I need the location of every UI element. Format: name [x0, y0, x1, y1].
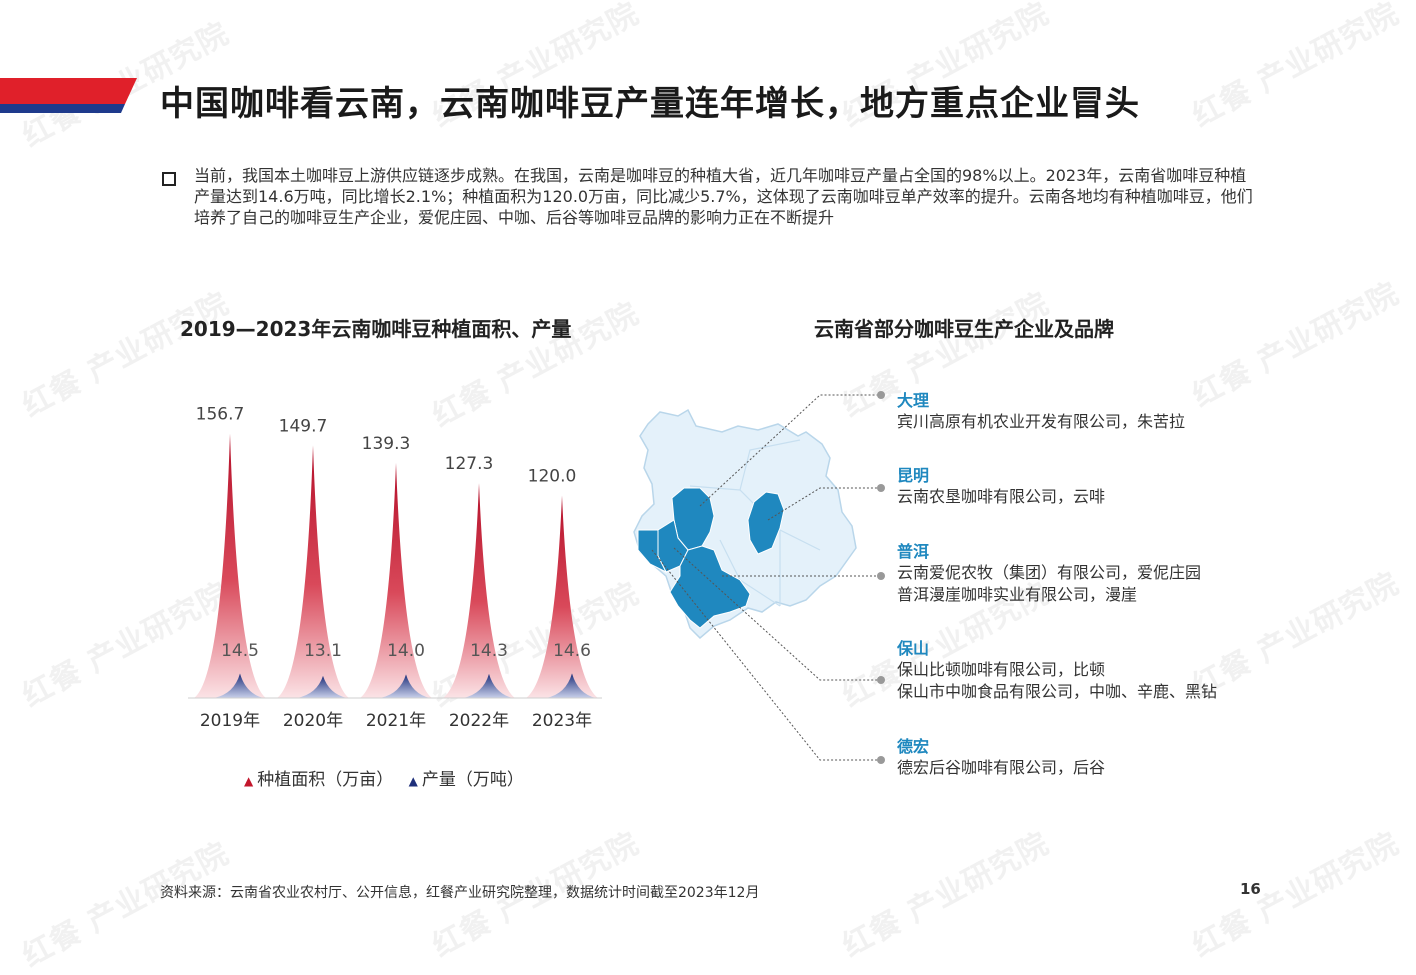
production-value-label: 13.1 — [304, 641, 342, 661]
area-value-label: 120.0 — [528, 467, 577, 487]
production-spike — [380, 674, 430, 698]
chart-title: 2019—2023年云南咖啡豆种植面积、产量 — [180, 317, 572, 341]
area-value-label: 139.3 — [362, 434, 411, 454]
watermark: 红餐 产业研究院 — [1186, 826, 1405, 965]
region-block-baoshan: 保山 保山比顿咖啡有限公司，比顿 保山市中咖食品有限公司，中咖、辛鹿、黑钻 — [897, 635, 1217, 703]
x-tick-label: 2020年 — [283, 711, 343, 731]
watermark: 红餐 产业研究院 — [836, 826, 1055, 965]
region-block-dali: 大理 宾川高原有机农业开发有限公司，朱苦拉 — [897, 387, 1185, 433]
dehong-region — [637, 529, 668, 574]
kunming-region — [747, 491, 785, 555]
x-tick-label: 2021年 — [366, 711, 426, 731]
page-title: 中国咖啡看云南，云南咖啡豆产量连年增长，地方重点企业冒头 — [160, 84, 1140, 124]
x-tick-label: 2022年 — [449, 711, 509, 731]
puer-region — [669, 545, 751, 629]
region-name: 德宏 — [897, 737, 930, 756]
region-company: 普洱漫崖咖啡实业有限公司，漫崖 — [897, 585, 1138, 604]
region-block-kunming: 昆明 云南农垦咖啡有限公司，云啡 — [897, 462, 1105, 508]
watermark: 红餐 产业研究院 — [1186, 0, 1405, 135]
legend-production-label: 产量（万吨） — [421, 770, 524, 790]
region-company: 保山比顿咖啡有限公司，比顿 — [897, 660, 1106, 679]
region-company: 宾川高原有机农业开发有限公司，朱苦拉 — [897, 412, 1186, 431]
area-spike — [277, 445, 349, 698]
legend-area-marker-icon: ▲ — [244, 774, 254, 788]
area-spike — [443, 483, 515, 698]
production-value-label: 14.6 — [553, 641, 591, 661]
production-spike — [546, 673, 596, 698]
area-value-label: 127.3 — [445, 454, 494, 474]
source-note: 资料来源：云南省农业农村厅、公开信息，红餐产业研究院整理，数据统计时间截至202… — [160, 885, 760, 901]
production-value-label: 14.3 — [470, 641, 508, 661]
region-name: 大理 — [897, 391, 930, 410]
yunnan-map — [633, 391, 885, 764]
x-tick-label: 2019年 — [200, 711, 260, 731]
right-panel-title: 云南省部分咖啡豆生产企业及品牌 — [814, 317, 1114, 341]
bullet-square-icon — [162, 172, 176, 186]
area-spike — [194, 433, 266, 698]
x-tick-label: 2023年 — [532, 711, 592, 731]
legend-area-label: 种植面积（万亩） — [257, 770, 394, 790]
region-company: 云南农垦咖啡有限公司，云啡 — [897, 487, 1106, 506]
region-name: 昆明 — [897, 466, 930, 485]
production-spike — [214, 673, 264, 698]
production-spike — [463, 673, 513, 698]
production-value-label: 14.0 — [387, 641, 425, 661]
region-name: 普洱 — [897, 542, 930, 561]
bullet-paragraph: 当前，我国本土咖啡豆上游供应链逐步成熟。在我国，云南是咖啡豆的种植大省，近几年咖… — [194, 166, 1253, 227]
area-spike — [526, 495, 598, 698]
header-brand-stripe — [0, 78, 137, 113]
area-value-label: 156.7 — [196, 405, 245, 425]
region-company: 云南爱伲农牧（集团）有限公司，爱伲庄园 — [897, 563, 1202, 582]
page-number: 16 — [1240, 880, 1261, 898]
chart-legend: ▲ 种植面积（万亩） ▲ 产量（万吨） — [244, 765, 524, 790]
legend-production-marker-icon: ▲ — [408, 774, 418, 788]
production-value-label: 14.5 — [221, 641, 259, 661]
region-name: 保山 — [897, 639, 930, 658]
chart-plot: 156.7 14.5 2019年 149.7 13.1 2020年 139.3 14.0 202… — [188, 405, 602, 731]
area-value-label: 149.7 — [279, 416, 328, 436]
watermark: 红餐 产业研究院 — [1186, 276, 1405, 415]
region-block-puer: 普洱 云南爱伲农牧（集团）有限公司，爱伲庄园 普洱漫崖咖啡实业有限公司，漫崖 — [897, 538, 1201, 606]
area-spike — [360, 462, 432, 698]
region-company: 德宏后谷咖啡有限公司，后谷 — [897, 758, 1106, 777]
production-spike — [297, 675, 347, 698]
region-company: 保山市中咖食品有限公司，中咖、辛鹿、黑钻 — [897, 682, 1218, 701]
region-block-dehong: 德宏 德宏后谷咖啡有限公司，后谷 — [897, 733, 1105, 779]
